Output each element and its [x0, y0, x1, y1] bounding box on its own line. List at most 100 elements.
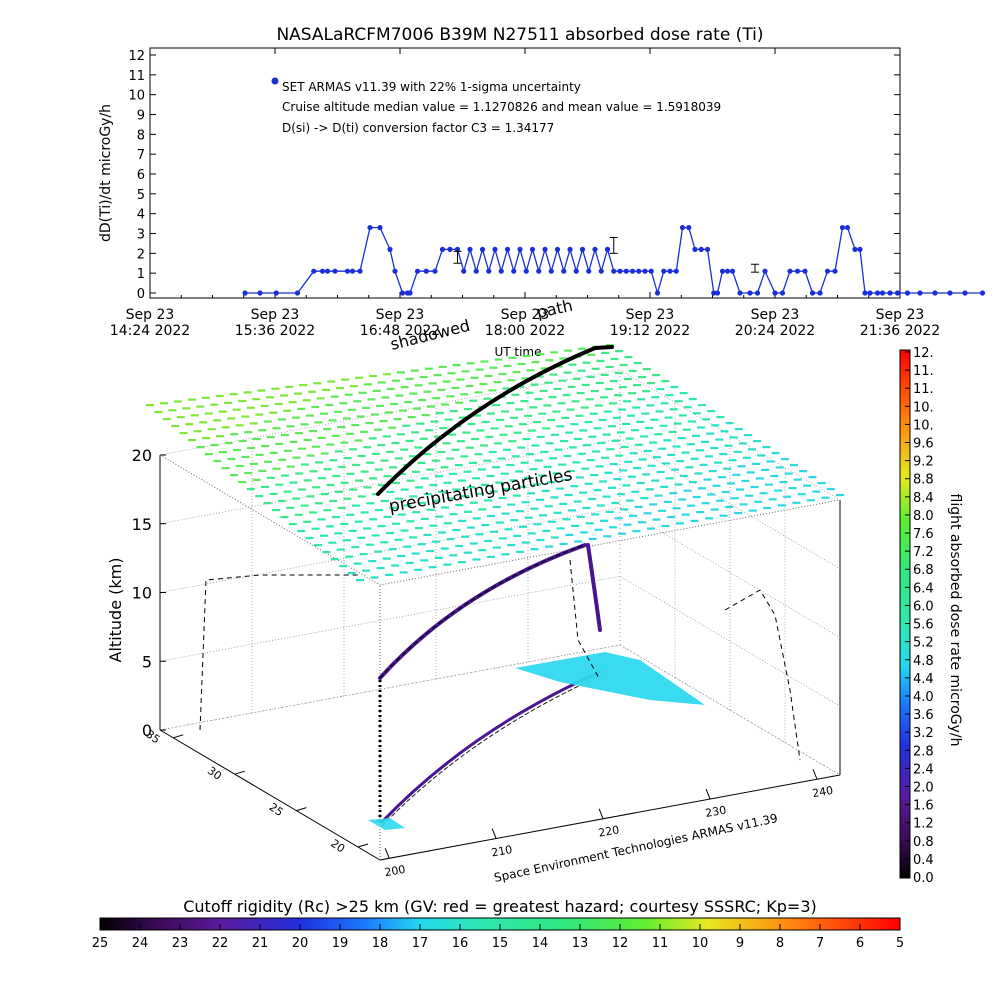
surface-cell — [636, 481, 645, 485]
x3d-tick — [812, 769, 818, 780]
surface-cell — [442, 442, 451, 445]
surface-cell — [602, 495, 611, 498]
surface-cell — [382, 435, 391, 438]
surface-cell — [349, 488, 358, 491]
surface-cell — [486, 555, 495, 558]
surface-cell — [559, 357, 568, 360]
surface-cell — [435, 515, 444, 518]
surface-cell — [411, 431, 420, 434]
surface-cell — [409, 536, 418, 539]
surface-cell — [612, 416, 621, 419]
surface-cell — [292, 497, 301, 500]
surface-cell — [390, 402, 399, 406]
surface-cell — [589, 412, 598, 415]
surface-cell — [347, 572, 356, 575]
surface-cell — [685, 466, 694, 469]
dose-colorbar-tick-label: 8.0 — [913, 509, 934, 524]
surface-cell — [323, 509, 332, 512]
surface-cell — [230, 433, 239, 436]
surface-cell — [692, 495, 701, 499]
y3d-tick — [296, 807, 307, 812]
surface-cell — [255, 453, 264, 456]
surface-cell — [428, 566, 437, 569]
x3d-tick — [384, 848, 390, 859]
surface-cell — [620, 508, 629, 511]
surface-cell — [665, 394, 674, 397]
surface-cell — [272, 467, 281, 470]
surface-cell — [647, 464, 656, 467]
surface-cell — [323, 468, 332, 471]
surface-cell — [377, 525, 386, 528]
rigidity-tick-label: 20 — [292, 936, 309, 951]
x3d-tick-label: 210 — [490, 843, 513, 859]
surface-cell — [524, 476, 532, 479]
surface-cell — [752, 462, 760, 465]
surface-cell — [634, 505, 643, 508]
dose-colorbar-tick-label: 0.4 — [913, 853, 934, 868]
surface-cell — [475, 533, 484, 536]
surface-cell — [283, 490, 292, 493]
surface-cell — [484, 374, 493, 377]
surface-cell — [243, 391, 252, 394]
surface-cell — [595, 465, 604, 468]
surface-cell — [568, 363, 577, 366]
surface-cell — [369, 518, 378, 521]
surface-cell — [423, 493, 432, 496]
surface-cell — [637, 398, 646, 401]
rigidity-tick-label: 17 — [412, 936, 429, 951]
surface-cell — [269, 451, 278, 454]
surface-cell — [497, 457, 506, 460]
longitude-ticks: 200 210 220 230 240 — [383, 769, 834, 879]
surface-cell — [353, 562, 362, 565]
rigidity-tick-label: 21 — [252, 936, 269, 951]
surface-cell — [542, 529, 551, 532]
surface-cell — [458, 519, 467, 522]
surface-cell — [631, 429, 639, 432]
data-point — [679, 224, 686, 231]
surface-cell — [438, 531, 446, 534]
surface-cell — [575, 476, 584, 479]
surface-cell — [383, 515, 392, 518]
surface-cell — [616, 431, 625, 434]
surface-cell — [360, 511, 369, 514]
surface-cell — [544, 381, 553, 384]
surface-cell — [490, 427, 499, 430]
surface-cell — [269, 492, 278, 495]
surface-cell — [432, 397, 441, 400]
flight-path-high — [376, 345, 614, 496]
surface-cell — [538, 474, 547, 477]
rigidity-tick-label: 18 — [372, 936, 389, 951]
data-point — [467, 246, 473, 252]
surface-cell — [334, 410, 342, 413]
surface-cell — [359, 553, 368, 556]
surface-cell — [652, 518, 661, 521]
surface-cell — [535, 375, 544, 378]
surface-cell — [218, 410, 227, 413]
x-tick-label-date: Sep 23 — [251, 307, 300, 323]
data-point — [479, 246, 486, 252]
surface-cell — [578, 347, 587, 350]
surface-cell — [712, 484, 721, 487]
surface-cell — [427, 405, 435, 408]
surface-cell — [286, 506, 295, 509]
surface-cell — [605, 365, 614, 368]
surface-cell — [366, 461, 375, 464]
surface-cell — [395, 497, 403, 500]
data-point — [719, 268, 726, 274]
surface-cell — [609, 379, 618, 383]
x-tick-label-date: Sep 23 — [501, 307, 550, 323]
surface-cell — [667, 516, 676, 519]
surface-cell — [689, 481, 697, 484]
timeseries-y-label: dD(Ti)/dt microGy/h — [98, 104, 114, 242]
surface-cell — [266, 476, 275, 479]
data-point — [423, 268, 429, 274]
surface-cell — [614, 517, 623, 520]
surface-cell — [585, 522, 594, 525]
surface-cell — [520, 461, 529, 464]
surface-cell — [522, 354, 531, 358]
surface-cell — [410, 369, 419, 372]
surface-cell — [575, 414, 584, 417]
flight-path-ground — [380, 670, 602, 827]
timeseries-error-bars — [453, 236, 759, 273]
